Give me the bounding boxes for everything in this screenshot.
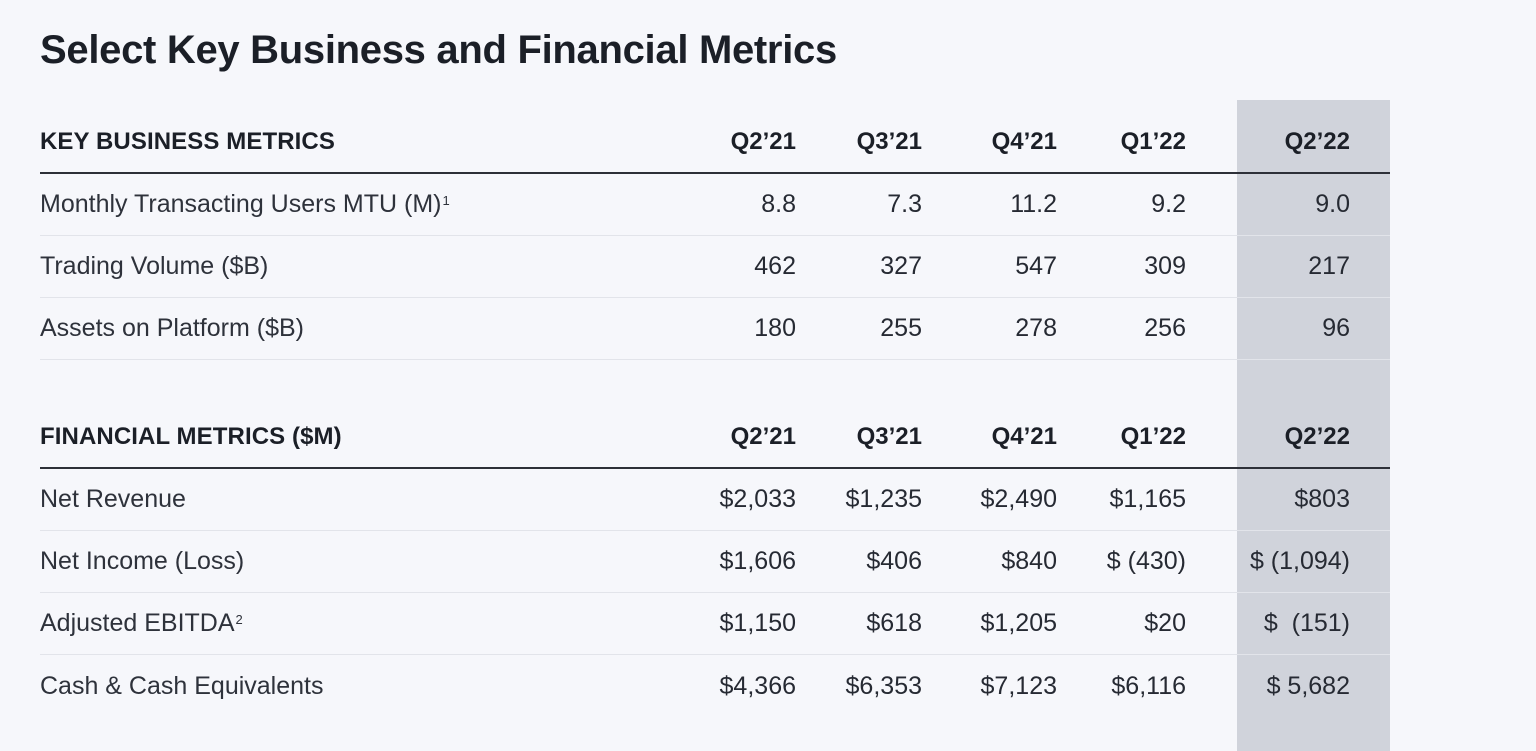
table-row: Net Revenue $2,033 $1,235 $2,490 $1,165 … bbox=[40, 469, 1390, 531]
section-heading: KEY BUSINESS METRICS bbox=[40, 128, 335, 155]
table-header-row: KEY BUSINESS METRICS Q2’21 Q3’21 Q4’21 Q… bbox=[40, 112, 1390, 174]
table-cell: $1,606 bbox=[719, 547, 796, 575]
table-cell: 217 bbox=[1308, 252, 1350, 280]
row-label: Adjusted EBITDA 2 bbox=[40, 593, 243, 654]
table-row: Cash & Cash Equivalents $4,366 $6,353 $7… bbox=[40, 655, 1390, 717]
financial-metrics-table: FINANCIAL METRICS ($M) Q2’21 Q3’21 Q4’21… bbox=[40, 407, 1390, 717]
table-cell: 255 bbox=[880, 314, 922, 342]
table-cell: $7,123 bbox=[980, 671, 1057, 700]
row-label-text: Adjusted EBITDA bbox=[40, 609, 235, 637]
table-cell: 11.2 bbox=[1010, 190, 1057, 218]
table-row: Monthly Transacting Users MTU (M) 1 8.8 7… bbox=[40, 174, 1390, 236]
table-cell: $ (430) bbox=[1106, 547, 1186, 575]
table-cell: 96 bbox=[1322, 314, 1350, 342]
table-cell: 327 bbox=[880, 252, 922, 280]
table-cell: 462 bbox=[754, 252, 796, 280]
column-header: Q2’21 bbox=[730, 128, 796, 155]
table-cell: $ (151) bbox=[1263, 609, 1350, 637]
footnote-marker: 2 bbox=[235, 612, 243, 627]
table-cell: $1,165 bbox=[1109, 485, 1186, 513]
page-title: Select Key Business and Financial Metric… bbox=[40, 28, 837, 72]
table-cell: 8.8 bbox=[761, 190, 796, 218]
row-label-text: Monthly Transacting Users MTU (M) bbox=[40, 190, 442, 218]
table-cell: $618 bbox=[866, 609, 922, 637]
table-cell: 278 bbox=[1015, 314, 1057, 342]
table-row: Net Income (Loss) $1,606 $406 $840 $ (43… bbox=[40, 531, 1390, 593]
table-cell: $ 5,682 bbox=[1266, 671, 1350, 700]
highlighted-quarter-column bbox=[1237, 100, 1390, 751]
table-cell: 7.3 bbox=[887, 190, 922, 218]
section-heading: FINANCIAL METRICS ($M) bbox=[40, 423, 342, 450]
table-cell: $20 bbox=[1144, 609, 1186, 637]
column-header: Q1’22 bbox=[1120, 128, 1186, 155]
table-cell: 9.2 bbox=[1151, 190, 1186, 218]
table-cell: $6,353 bbox=[845, 671, 922, 700]
row-label: Cash & Cash Equivalents bbox=[40, 671, 324, 700]
column-header: Q3’21 bbox=[856, 423, 922, 450]
key-business-metrics-table: KEY BUSINESS METRICS Q2’21 Q3’21 Q4’21 Q… bbox=[40, 112, 1390, 360]
table-cell: 9.0 bbox=[1315, 190, 1350, 218]
table-cell: $2,490 bbox=[980, 485, 1057, 513]
row-label: Monthly Transacting Users MTU (M) 1 bbox=[40, 174, 450, 235]
table-cell: 180 bbox=[754, 314, 796, 342]
column-header: Q3’21 bbox=[856, 128, 922, 155]
table-cell: 256 bbox=[1144, 314, 1186, 342]
table-cell: $1,205 bbox=[980, 609, 1057, 637]
footnote-marker: 1 bbox=[442, 193, 450, 208]
column-header: Q2’21 bbox=[730, 423, 796, 450]
table-cell: $803 bbox=[1294, 485, 1350, 513]
column-header: Q4’21 bbox=[991, 423, 1057, 450]
table-cell: $4,366 bbox=[719, 671, 796, 700]
table-cell: $840 bbox=[1001, 547, 1057, 575]
column-header: Q2’22 bbox=[1284, 423, 1350, 450]
table-cell: $1,235 bbox=[845, 485, 922, 513]
column-header: Q2’22 bbox=[1284, 128, 1350, 155]
column-header: Q4’21 bbox=[991, 128, 1057, 155]
table-cell: $ (1,094) bbox=[1249, 547, 1350, 575]
row-label: Net Revenue bbox=[40, 485, 186, 513]
table-cell: $6,116 bbox=[1111, 671, 1186, 700]
table-header-row: FINANCIAL METRICS ($M) Q2’21 Q3’21 Q4’21… bbox=[40, 407, 1390, 469]
table-row: Assets on Platform ($B) 180 255 278 256 … bbox=[40, 298, 1390, 360]
table-cell: $2,033 bbox=[719, 485, 796, 513]
table-row: Trading Volume ($B) 462 327 547 309 217 bbox=[40, 236, 1390, 298]
row-label: Assets on Platform ($B) bbox=[40, 314, 304, 342]
table-cell: $406 bbox=[866, 547, 922, 575]
table-row: Adjusted EBITDA 2 $1,150 $618 $1,205 $20 … bbox=[40, 593, 1390, 655]
column-header: Q1’22 bbox=[1120, 423, 1186, 450]
row-label: Net Income (Loss) bbox=[40, 547, 245, 575]
table-cell: 547 bbox=[1015, 252, 1057, 280]
table-cell: 309 bbox=[1144, 252, 1186, 280]
table-cell: $1,150 bbox=[719, 609, 796, 637]
row-label: Trading Volume ($B) bbox=[40, 252, 269, 280]
